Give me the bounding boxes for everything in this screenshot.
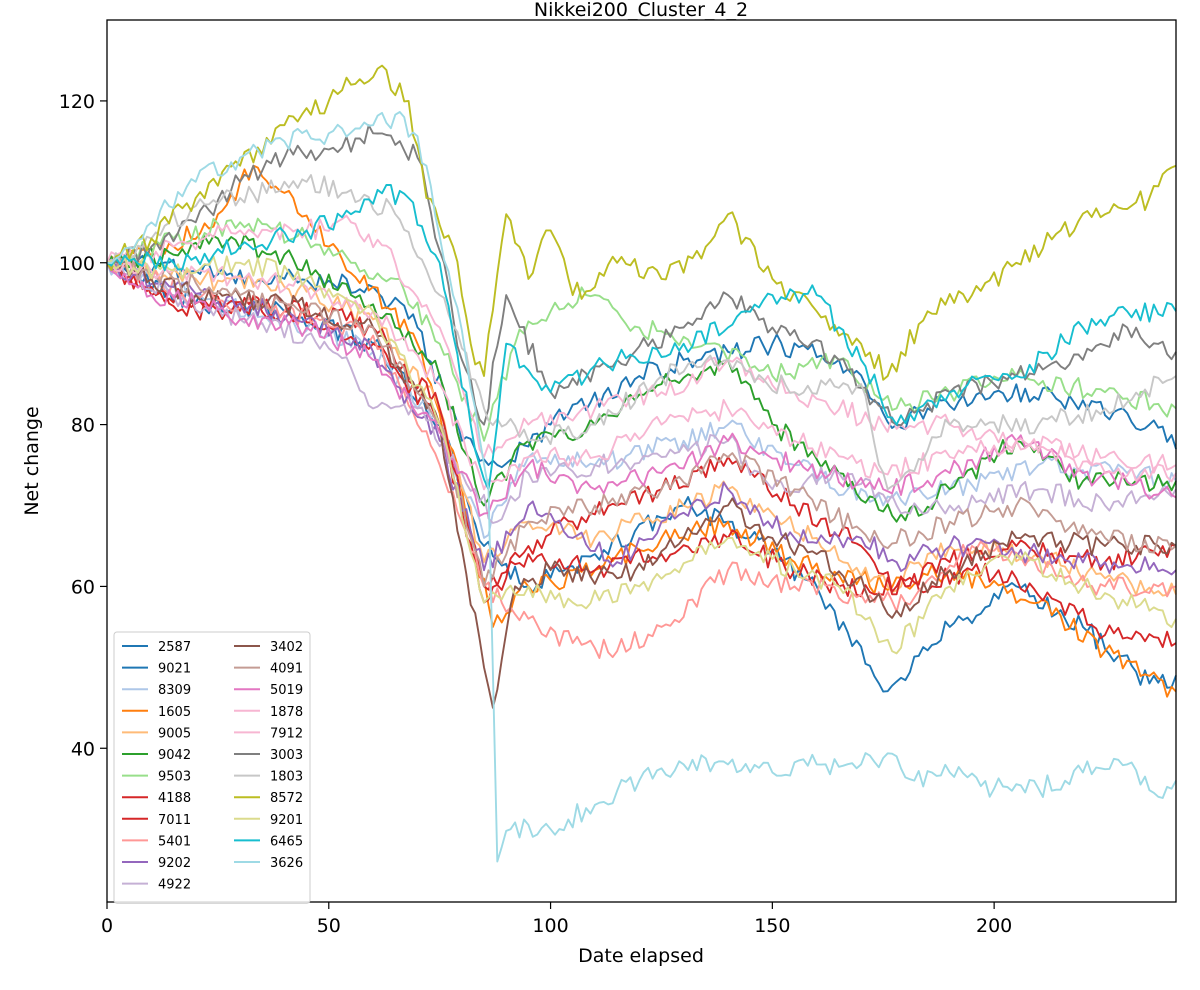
legend-label-9201: 9201 (270, 813, 303, 828)
y-tick-label: 60 (71, 576, 95, 598)
legend-label-1878: 1878 (270, 705, 303, 720)
series-line-1803 (106, 174, 1177, 491)
legend-label-5401: 5401 (158, 834, 191, 849)
x-tick-label: 150 (754, 915, 790, 937)
series-line-2587 (106, 262, 1177, 693)
x-tick-label: 50 (317, 915, 341, 937)
plot-frame (106, 19, 1177, 903)
series-line-9021 (106, 252, 1177, 469)
x-tick-label: 200 (976, 915, 1012, 937)
series-line-1605 (106, 164, 1177, 698)
legend-label-2587: 2587 (158, 640, 191, 655)
x-axis: 0 50 100 150 200 (101, 902, 1012, 937)
legend-label-9042: 9042 (158, 748, 191, 763)
x-axis-label: Date elapsed (578, 945, 704, 967)
legend-label-3402: 3402 (270, 640, 303, 655)
legend-label-4922: 4922 (158, 878, 191, 893)
series-line-4922 (106, 258, 1177, 524)
legend-label-6465: 6465 (270, 834, 303, 849)
series-line-3626 (106, 111, 1177, 863)
legend-label-5019: 5019 (270, 683, 303, 698)
y-tick-label: 80 (71, 415, 95, 437)
y-axis: 40 60 80 100 120 (59, 91, 107, 760)
legend: 2587 9021 8309 1605 9005 9042 9503 4188 7011 5401… (113, 631, 311, 904)
y-tick-label: 100 (59, 253, 95, 275)
series-line-7912 (106, 214, 1177, 474)
series-line-3003 (106, 124, 1177, 427)
series-line-8572 (106, 64, 1177, 381)
legend-label-7912: 7912 (270, 726, 303, 741)
y-tick-label: 40 (71, 738, 95, 760)
legend-label-1605: 1605 (158, 705, 191, 720)
series-line-9503 (106, 217, 1177, 442)
legend-label-4091: 4091 (270, 662, 303, 677)
legend-label-8572: 8572 (270, 791, 303, 806)
series-layer (106, 64, 1177, 863)
y-tick-label: 120 (59, 91, 95, 113)
legend-label-4188: 4188 (158, 791, 191, 806)
legend-label-3626: 3626 (270, 856, 303, 871)
chart-title: Nikkei200_Cluster_4_2 (534, 0, 748, 21)
legend-label-1803: 1803 (270, 770, 303, 785)
legend-label-9202: 9202 (158, 856, 191, 871)
legend-label-7011: 7011 (158, 813, 191, 828)
legend-label-9503: 9503 (158, 770, 191, 785)
y-axis-label: Net change (21, 406, 43, 515)
legend-label-9021: 9021 (158, 662, 191, 677)
series-line-1878 (106, 261, 1177, 491)
series-line-3402 (106, 258, 1177, 709)
x-tick-label: 0 (101, 915, 113, 937)
legend-label-8309: 8309 (158, 683, 191, 698)
series-line-6465 (106, 183, 1177, 491)
series-line-4091 (106, 257, 1177, 588)
legend-label-9005: 9005 (158, 726, 191, 741)
legend-label-3003: 3003 (270, 748, 303, 763)
series-line-9201 (106, 254, 1177, 655)
series-line-5401 (106, 260, 1177, 659)
legend-box (113, 631, 311, 904)
x-tick-label: 100 (532, 915, 568, 937)
